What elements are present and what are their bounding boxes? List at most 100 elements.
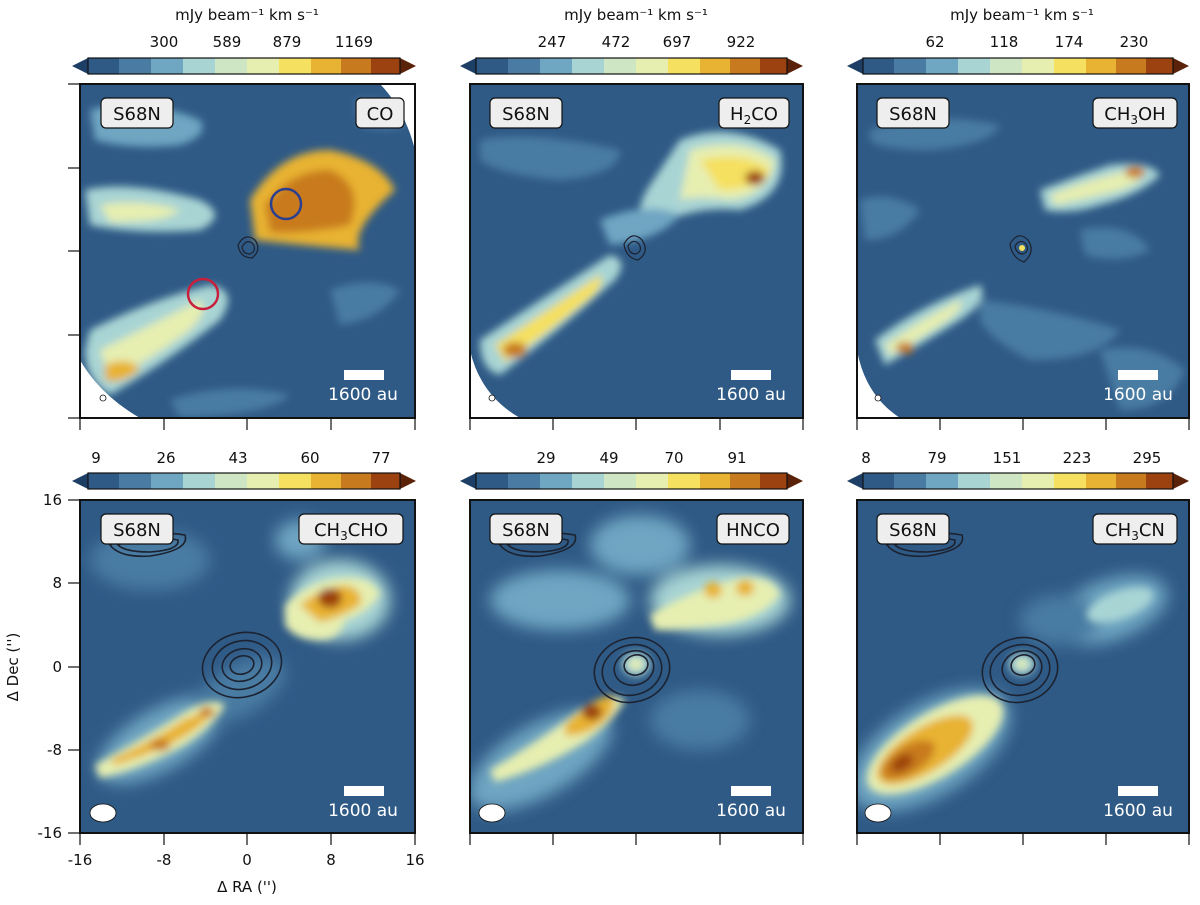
scalebar bbox=[731, 370, 771, 380]
scalebar bbox=[1118, 786, 1158, 796]
scalebar-label: 1600 au bbox=[328, 385, 398, 405]
source-label: S68N bbox=[113, 104, 161, 125]
scalebar-label: 1600 au bbox=[1103, 801, 1173, 821]
axis-ticks-top-row bbox=[79, 418, 1190, 430]
cbar-tick: 9 bbox=[91, 449, 101, 467]
molecule-label: HNCO bbox=[726, 520, 780, 541]
colorbar-unit: mJy beam⁻¹ km s⁻¹ bbox=[564, 6, 708, 24]
beam bbox=[488, 394, 496, 402]
blue-circle bbox=[269, 187, 303, 221]
beam bbox=[99, 394, 107, 402]
molecule-label: CH3CN bbox=[1105, 520, 1165, 543]
molecule-label: CO bbox=[367, 104, 394, 125]
source-label-box: S68N bbox=[100, 513, 174, 545]
cbar-tick: 43 bbox=[228, 449, 247, 467]
cbar-tick: 29 bbox=[536, 449, 555, 467]
beam bbox=[864, 803, 892, 823]
x-tick-label: -16 bbox=[68, 851, 93, 869]
x-axis-ticks bbox=[856, 833, 1190, 845]
y-axis: 16 8 0 -8 -16 Δ Dec ('') bbox=[4, 491, 80, 842]
scalebar bbox=[1118, 370, 1158, 380]
cbar-tick: 8 bbox=[861, 449, 871, 467]
beam bbox=[874, 394, 882, 402]
cbar-tick: 922 bbox=[727, 33, 756, 51]
cbar-tick: 77 bbox=[371, 449, 390, 467]
cbar-tick: 118 bbox=[990, 33, 1019, 51]
molecule-label-box: CH3OH bbox=[1092, 97, 1178, 129]
cbar-tick: 247 bbox=[538, 33, 567, 51]
y-tick-label: 16 bbox=[43, 491, 62, 509]
cbar-tick: 295 bbox=[1133, 449, 1162, 467]
source-label: S68N bbox=[889, 104, 937, 125]
panel-co: mJy beam⁻¹ km s⁻¹ 300 589 879 1169 bbox=[68, 6, 416, 419]
beam bbox=[89, 803, 117, 823]
molecule-label-box: HNCO bbox=[716, 513, 790, 545]
scalebar bbox=[344, 786, 384, 796]
cbar-tick: 697 bbox=[663, 33, 692, 51]
source-label: S68N bbox=[502, 520, 550, 541]
cbar-tick: 49 bbox=[599, 449, 618, 467]
emission-map bbox=[470, 84, 803, 418]
x-tick-label: 0 bbox=[242, 851, 252, 869]
contour bbox=[623, 235, 646, 261]
scalebar-label: 1600 au bbox=[1103, 385, 1173, 405]
cbar-tick: 230 bbox=[1120, 33, 1149, 51]
cbar-tick: 79 bbox=[927, 449, 946, 467]
cbar-tick: 91 bbox=[727, 449, 746, 467]
x-axis-ticks bbox=[469, 833, 804, 845]
y-tick-label: -16 bbox=[38, 824, 63, 842]
x-tick-label: 16 bbox=[405, 851, 424, 869]
molecule-label-box: CO bbox=[355, 97, 405, 129]
molecule-label-box: H2CO bbox=[718, 97, 790, 129]
scalebar-label: 1600 au bbox=[716, 385, 786, 405]
cbar-tick: 879 bbox=[273, 33, 302, 51]
emission-map bbox=[470, 500, 803, 833]
cbar-tick: 60 bbox=[300, 449, 319, 467]
cbar-tick: 1169 bbox=[335, 33, 373, 51]
panel-ch3cho: 9 26 43 60 77 bbox=[4, 449, 425, 896]
panel-ch3oh: mJy beam⁻¹ km s⁻¹ 62 118 174 230 bbox=[847, 6, 1190, 419]
scalebar bbox=[731, 786, 771, 796]
axis-ticks-left bbox=[68, 83, 80, 419]
x-axis: -16 -8 0 8 16 Δ RA ('') bbox=[68, 833, 425, 896]
emission-map bbox=[857, 500, 1189, 833]
emission-map bbox=[857, 84, 1189, 418]
colorbar bbox=[72, 472, 416, 490]
cbar-tick: 300 bbox=[150, 33, 179, 51]
colorbar bbox=[847, 472, 1189, 490]
beam bbox=[478, 803, 506, 823]
contour bbox=[498, 532, 671, 704]
x-axis-label: Δ RA ('') bbox=[217, 878, 277, 896]
y-tick-label: 0 bbox=[52, 658, 62, 676]
x-tick-label: -8 bbox=[157, 851, 172, 869]
colorbar bbox=[72, 57, 416, 75]
colorbar bbox=[460, 472, 803, 490]
y-tick-label: 8 bbox=[52, 574, 62, 592]
source-label: S68N bbox=[502, 104, 550, 125]
molecule-label-box: CH3CHO bbox=[298, 513, 404, 545]
panel-ch3cn: 8 79 151 223 295 bbox=[847, 449, 1190, 845]
molecule-label: CH3OH bbox=[1104, 104, 1165, 127]
molecule-label: CH3CHO bbox=[314, 520, 388, 543]
panel-hnco: 29 49 70 91 bbox=[460, 449, 804, 845]
source-label: S68N bbox=[889, 520, 937, 541]
colorbar bbox=[460, 57, 803, 75]
cbar-tick: 151 bbox=[993, 449, 1022, 467]
y-axis-label: Δ Dec ('') bbox=[4, 633, 22, 702]
emission-map bbox=[80, 500, 415, 833]
cbar-tick: 472 bbox=[602, 33, 631, 51]
source-label: S68N bbox=[113, 520, 161, 541]
molecule-label-box: CH3CN bbox=[1092, 513, 1178, 545]
y-tick-label: -8 bbox=[47, 741, 62, 759]
source-label-box: S68N bbox=[489, 513, 563, 545]
cbar-tick: 62 bbox=[925, 33, 944, 51]
scalebar bbox=[344, 370, 384, 380]
source-label-box: S68N bbox=[876, 513, 950, 545]
cbar-tick: 589 bbox=[213, 33, 242, 51]
cbar-tick: 70 bbox=[664, 449, 683, 467]
colorbar-unit: mJy beam⁻¹ km s⁻¹ bbox=[950, 6, 1094, 24]
source-label-box: S68N bbox=[100, 97, 174, 129]
cbar-tick: 174 bbox=[1055, 33, 1084, 51]
emission-map bbox=[80, 84, 415, 418]
scalebar-label: 1600 au bbox=[716, 801, 786, 821]
